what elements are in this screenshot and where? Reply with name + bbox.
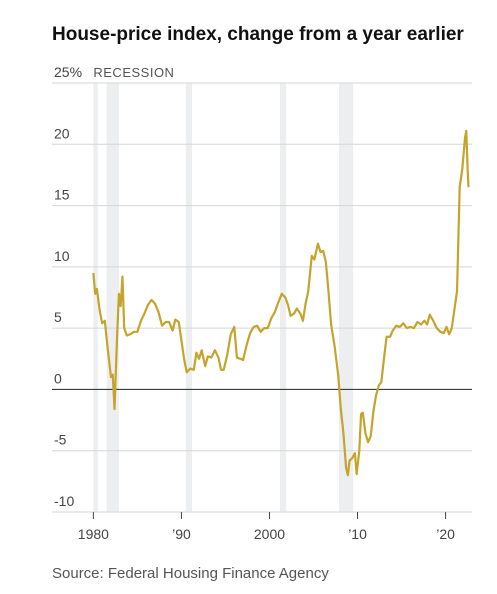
y-tick-label: 0 (54, 370, 62, 386)
recession-band (93, 83, 98, 512)
x-tick-label: 1980 (78, 526, 109, 542)
recession-band (106, 83, 119, 512)
source: Source: Federal Housing Finance Agency (52, 565, 329, 582)
y-tick-label: 5 (54, 309, 62, 325)
x-tick-label: 2000 (254, 526, 285, 542)
data-line (92, 129, 470, 477)
y-tick-label: 20 (54, 125, 70, 141)
y-tick-label: 25% (54, 64, 82, 80)
x-tick-label: ’20 (436, 526, 455, 542)
y-tick-label: -10 (54, 493, 74, 509)
recession-band (280, 83, 287, 512)
recession-band (185, 83, 192, 512)
recession-band (339, 83, 354, 512)
annotation: RECESSION (93, 65, 174, 80)
y-tick-label: 15 (54, 187, 70, 203)
y-tick-label: 10 (54, 248, 70, 264)
x-tick-label: ’90 (172, 526, 191, 542)
y-tick-label: -5 (54, 432, 67, 448)
x-tick-label: ’10 (348, 526, 367, 542)
chart-title: House-price index, change from a year ea… (52, 24, 464, 45)
